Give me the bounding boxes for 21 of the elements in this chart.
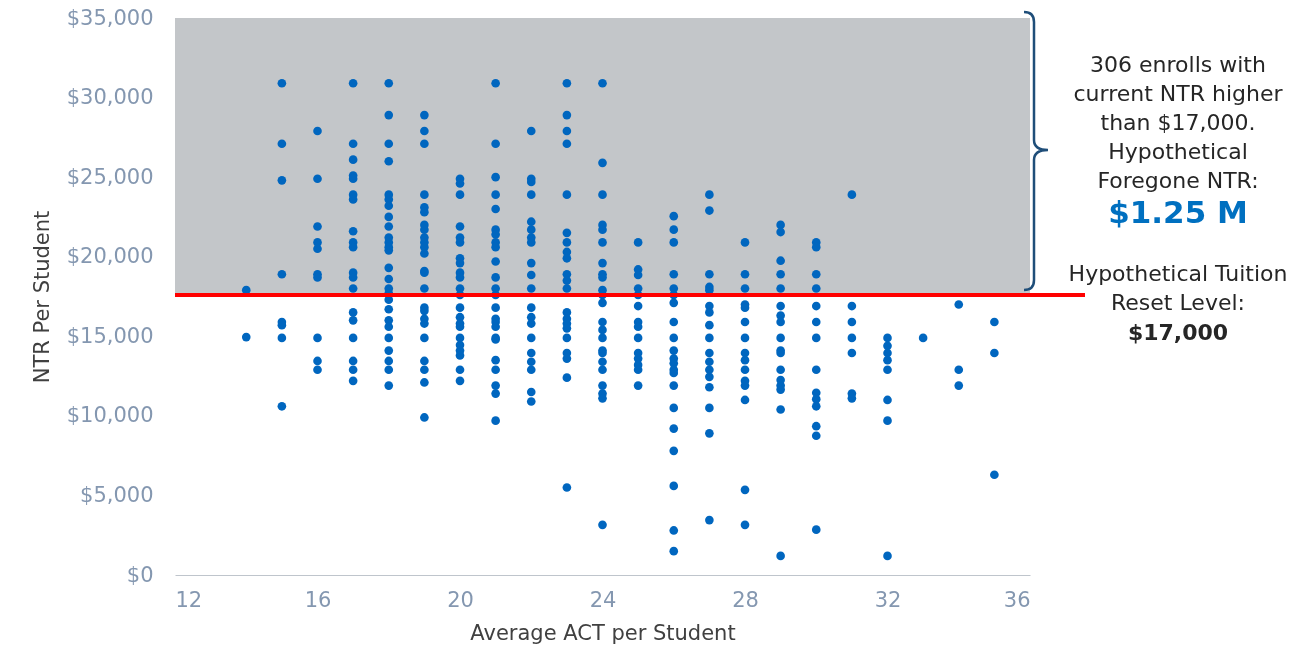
y-tick-label: $0 xyxy=(126,562,154,587)
x-tick-label: 24 xyxy=(589,587,617,612)
text: $17,000 xyxy=(1127,320,1229,345)
x-tick-label: 36 xyxy=(1003,587,1031,612)
ref-line-label: Hypothetical Tuition Reset Level: xyxy=(1068,261,1288,315)
x-tick-label: 12 xyxy=(175,587,203,612)
y-tick-label: $35,000 xyxy=(66,5,154,30)
y-axis-title: NTR Per Student xyxy=(29,210,54,384)
x-tick-label: 32 xyxy=(874,587,902,612)
y-tick-label: $15,000 xyxy=(66,323,154,348)
x-tick-label: 16 xyxy=(304,587,332,612)
y-tick-label: $25,000 xyxy=(66,164,154,189)
band-label: 306 enrolls with current NTR higher than $17,000. Hypothetical Foregone NTR: xyxy=(1073,52,1284,193)
y-tick-label: $5,000 xyxy=(80,482,154,507)
x-tick-label: 20 xyxy=(447,587,474,612)
y-tick-label: $20,000 xyxy=(66,244,154,269)
x-tick-label: 28 xyxy=(732,587,759,612)
y-tick-label: $30,000 xyxy=(66,85,154,110)
text: $1.25 M xyxy=(1108,194,1248,230)
x-axis-title: Average ACT per Student xyxy=(470,620,736,645)
y-tick-label: $10,000 xyxy=(66,403,154,428)
